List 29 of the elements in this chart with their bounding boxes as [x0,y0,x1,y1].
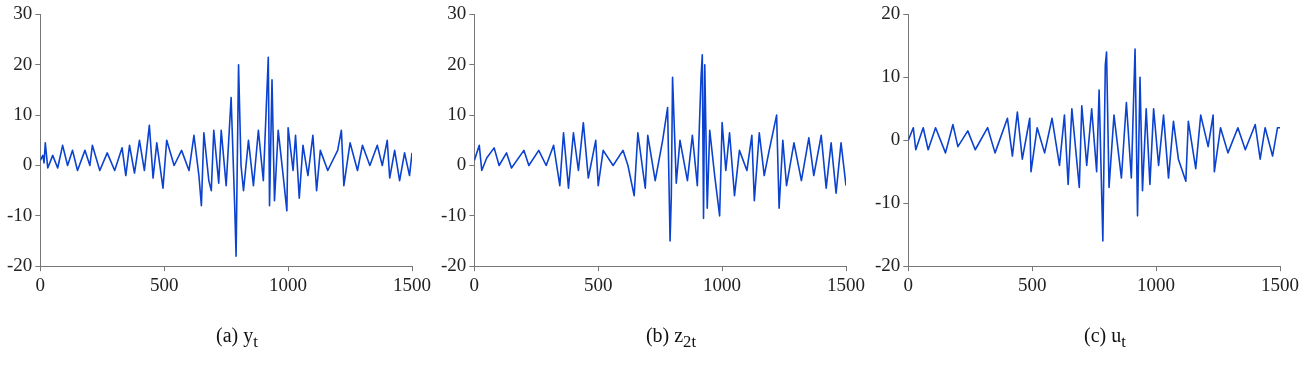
y-tick-label: 20 [447,52,467,74]
y-tick-label: 20 [13,52,33,74]
y-tick-label: -20 [441,254,467,276]
x-tick-label: 500 [149,273,179,295]
x-tick-label: 1000 [269,273,308,295]
y-tick-label: 30 [447,2,467,24]
y-tick-label: -10 [875,191,901,213]
y-tick-label: -20 [7,254,33,276]
x-tick-label: 500 [583,273,613,295]
y-tick-label: 10 [447,103,467,125]
y-tick-label: 30 [13,2,33,24]
y-tick-label: 10 [881,65,901,87]
x-tick-label: 500 [1017,273,1047,295]
x-tick-label: 1500 [393,273,431,295]
y-tick-label: 0 [456,153,467,175]
y-tick-label: 20 [881,2,901,24]
text: (a) y$_{t}$ [215,324,259,352]
y-tick-label: -10 [7,203,33,225]
y-tick-label: 0 [890,128,901,150]
x-tick-label: 1000 [1137,273,1176,295]
x-tick-label: 1000 [703,273,742,295]
y-tick-label: 0 [22,153,33,175]
x-tick-label: 1500 [1261,273,1299,295]
text: (c) u$_{t}$ [1083,324,1127,352]
y-tick-label: -10 [441,203,467,225]
x-tick-label: 1500 [827,273,865,295]
y-tick-label: 10 [13,103,33,125]
y-tick-label: -20 [875,254,901,276]
text: (b) z$_{2t}$ [644,324,698,352]
